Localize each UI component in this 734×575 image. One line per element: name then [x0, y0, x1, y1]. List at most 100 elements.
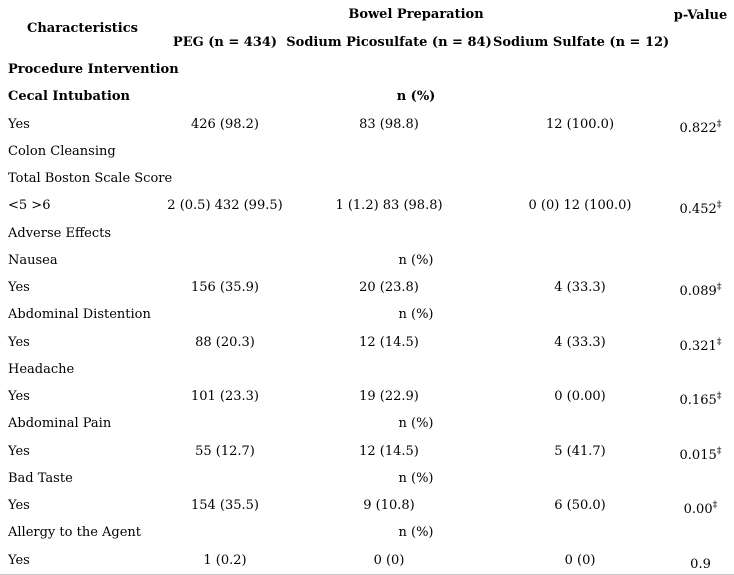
data-row-bad-taste-yes: Yes 154 (35.5) 9 (10.8) 6 (50.0) 0.00‡ — [0, 492, 734, 519]
column-header-p-value: p-Value — [673, 8, 728, 23]
double-dagger-footnote-marker: ‡ — [716, 281, 722, 293]
row-label: Cecal Intubation — [8, 89, 130, 105]
double-dagger-footnote-marker: ‡ — [712, 499, 718, 511]
p-value-cell: 0.452‡ — [679, 200, 722, 218]
p-value-cell: 0.015‡ — [679, 445, 722, 463]
p-value-cell — [667, 83, 734, 110]
picosulfate-value: 19 (22.9) — [359, 389, 419, 405]
double-dagger-footnote-marker: ‡ — [716, 336, 722, 348]
row-label: Yes — [8, 116, 30, 132]
section-row-adverse-effects: Adverse Effects — [0, 220, 734, 247]
column-header-sodium-sulfate: Sodium Sulfate (n = 12) — [493, 34, 670, 50]
row-label: Yes — [8, 389, 30, 405]
section-row-abdominal-pain: Abdominal Pain n (%) — [0, 410, 734, 437]
p-value-cell — [667, 220, 734, 247]
p-value-cell — [667, 247, 734, 274]
sulfate-value: 6 (50.0) — [554, 498, 606, 514]
p-value-cell — [667, 410, 734, 437]
picosulfate-value: 9 (10.8) — [363, 498, 415, 514]
p-value-cell: 0.089‡ — [679, 281, 722, 300]
p-value-cell: 0.822‡ — [679, 118, 722, 136]
sulfate-value: 0 (0) 12 (100.0) — [528, 198, 632, 214]
row-label: Headache — [8, 361, 75, 377]
sulfate-value: 4 (33.3) — [554, 334, 606, 350]
data-row-headache-yes: Yes 101 (23.3) 19 (22.9) 0 (0.00) 0.165‡ — [0, 383, 734, 410]
p-value-cell: 0.9 — [690, 556, 711, 572]
p-value-cell — [667, 356, 734, 383]
double-dagger-footnote-marker: ‡ — [716, 390, 722, 402]
row-label: Yes — [8, 498, 30, 514]
picosulfate-value: 0 (0) — [373, 552, 405, 568]
column-group-header-bowel-preparation: Bowel Preparation — [348, 6, 484, 22]
p-value-cell — [667, 138, 734, 165]
row-label: Bad Taste — [8, 470, 73, 486]
section-row-allergy-to-the-agent: Allergy to the Agent n (%) — [0, 519, 734, 546]
peg-value: 1 (0.2) — [203, 552, 247, 568]
data-row-boston-score: <5 >6 2 (0.5) 432 (99.5) 1 (1.2) 83 (98.… — [0, 192, 734, 219]
row-label: Nausea — [8, 252, 58, 268]
data-row-abdominal-distention-yes: Yes 88 (20.3) 12 (14.5) 4 (33.3) 0.321‡ — [0, 329, 734, 356]
peg-value: 156 (35.9) — [190, 280, 260, 296]
row-label: Total Boston Scale Score — [8, 171, 173, 187]
row-label: Allergy to the Agent — [8, 525, 142, 541]
p-value-cell — [667, 301, 734, 328]
n-percent-label: n (%) — [398, 416, 434, 432]
row-label: Colon Cleansing — [8, 143, 116, 159]
double-dagger-footnote-marker: ‡ — [716, 445, 722, 457]
sulfate-value: 4 (33.3) — [554, 280, 606, 296]
row-label: Abdominal Distention — [8, 307, 151, 323]
row-label: Adverse Effects — [8, 225, 112, 241]
peg-value: 101 (23.3) — [190, 389, 260, 405]
sulfate-value: 5 (41.7) — [554, 443, 606, 459]
picosulfate-value: 83 (98.8) — [359, 116, 419, 132]
p-value-cell — [667, 465, 734, 492]
n-percent-label: n (%) — [398, 470, 434, 486]
section-row-cecal-intubation: Cecal Intubation n (%) — [0, 83, 734, 110]
section-row-bad-taste: Bad Taste n (%) — [0, 465, 734, 492]
row-label: Procedure Intervention — [8, 62, 179, 78]
data-row-abdominal-pain-yes: Yes 55 (12.7) 12 (14.5) 5 (41.7) 0.015‡ — [0, 438, 734, 465]
section-row-colon-cleansing: Colon Cleansing — [0, 138, 734, 165]
double-dagger-footnote-marker: ‡ — [716, 200, 722, 212]
section-row-headache: Headache — [0, 356, 734, 383]
data-row-allergy-yes: Yes 1 (0.2) 0 (0) 0 (0) 0.9 — [0, 547, 734, 575]
row-label: Yes — [8, 334, 30, 350]
column-header-characteristics: Characteristics — [27, 20, 138, 36]
header-row-2: PEG (n = 434) Sodium Picosulfate (n = 84… — [0, 28, 734, 56]
column-header-sodium-picosulfate: Sodium Picosulfate (n = 84) — [286, 34, 492, 50]
n-percent-label: n (%) — [398, 252, 434, 268]
peg-value: 88 (20.3) — [195, 334, 255, 350]
picosulfate-value: 12 (14.5) — [359, 443, 419, 459]
peg-value: 154 (35.5) — [190, 498, 260, 514]
peg-value: 2 (0.5) 432 (99.5) — [167, 198, 283, 214]
n-percent-label: n (%) — [398, 525, 434, 541]
picosulfate-value: 12 (14.5) — [359, 334, 419, 350]
p-value-cell — [667, 56, 734, 83]
n-percent-label: n (%) — [396, 89, 436, 105]
picosulfate-value: 1 (1.2) 83 (98.8) — [335, 198, 443, 214]
row-label: Yes — [8, 443, 30, 459]
header-row-1: Characteristics Bowel Preparation p-Valu… — [0, 0, 734, 36]
p-value-cell — [667, 519, 734, 546]
section-row-nausea: Nausea n (%) — [0, 247, 734, 274]
section-row-abdominal-distention: Abdominal Distention n (%) — [0, 301, 734, 328]
p-value-cell: 0.165‡ — [679, 390, 722, 409]
peg-value: 55 (12.7) — [195, 443, 255, 459]
column-header-peg: PEG (n = 434) — [172, 34, 278, 50]
p-value-cell: 0.00‡ — [683, 499, 718, 518]
data-row-cecal-intubation-yes: Yes 426 (98.2) 83 (98.8) 12 (100.0) 0.82… — [0, 111, 734, 138]
picosulfate-value: 20 (23.8) — [359, 280, 419, 296]
p-value-cell — [667, 165, 734, 192]
p-value-cell: 0.321‡ — [679, 336, 722, 354]
row-label: Yes — [8, 552, 30, 568]
section-row-procedure-intervention: Procedure Intervention — [0, 56, 734, 83]
section-row-total-boston-scale-score: Total Boston Scale Score — [0, 165, 734, 192]
double-dagger-footnote-marker: ‡ — [716, 118, 722, 130]
peg-value: 426 (98.2) — [190, 116, 260, 132]
data-row-nausea-yes: Yes 156 (35.9) 20 (23.8) 4 (33.3) 0.089‡ — [0, 274, 734, 301]
row-label: <5 >6 — [8, 198, 51, 214]
row-label: Yes — [8, 280, 30, 296]
row-label: Abdominal Pain — [8, 416, 112, 432]
